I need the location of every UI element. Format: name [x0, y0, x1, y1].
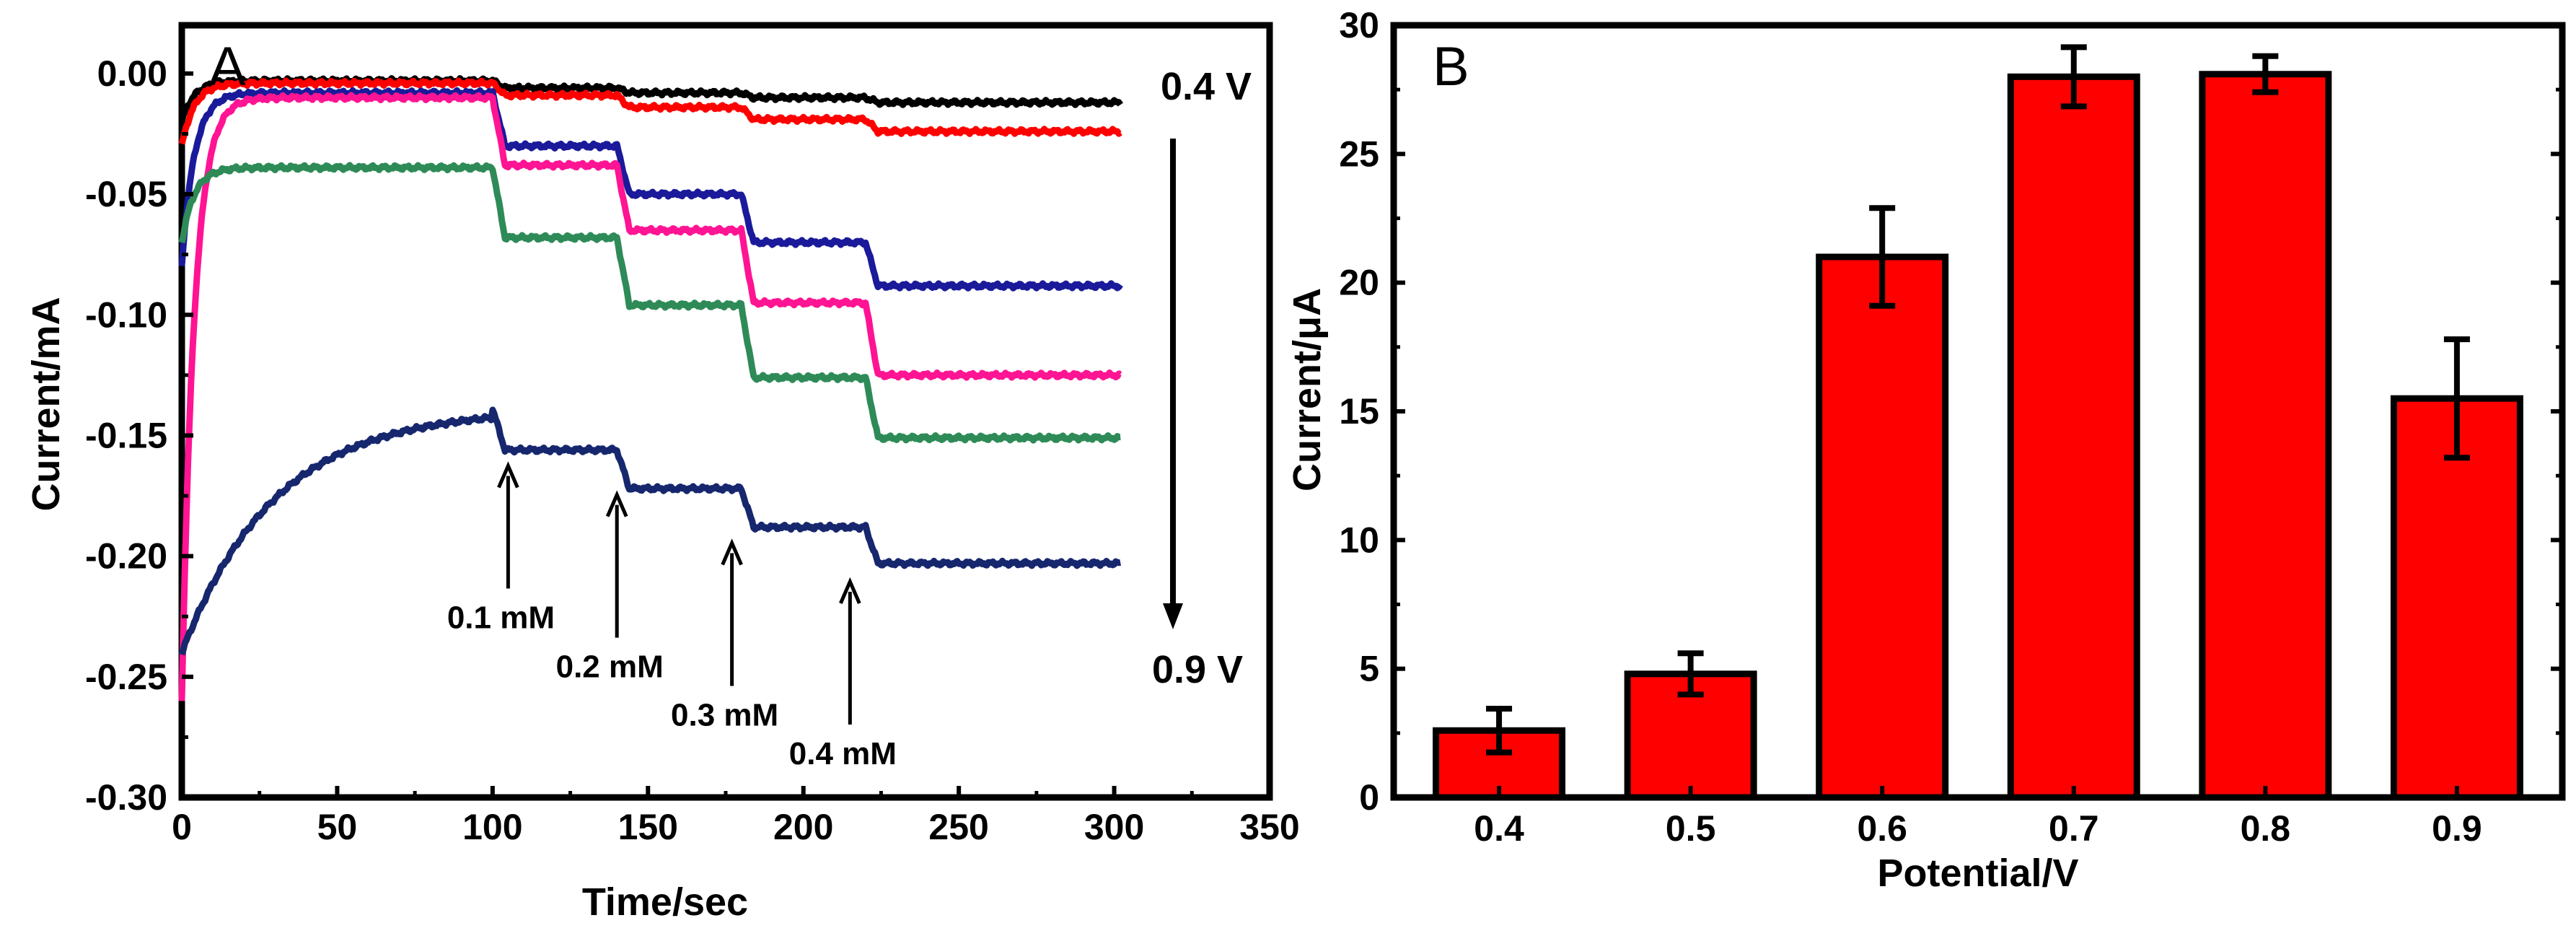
- panel-a-x-axis-title: Time/sec: [582, 880, 748, 924]
- x-tick-label: 100: [462, 807, 522, 847]
- panel-b-chart: 0.4 0.5 0.6 0.7 0.8 0.9 0 5 10 15 20 25 30 B Potenti…: [1285, 5, 2566, 895]
- series-line-08V: [178, 162, 1122, 444]
- y-tick-label: -0.20: [85, 536, 167, 577]
- panel-a-series-group: [178, 75, 1123, 701]
- concentration-label: 0.4 mM: [789, 736, 897, 771]
- y-tick-label: 0.00: [97, 53, 167, 94]
- category-label: 0.4: [1474, 808, 1524, 849]
- panel-b-ticks: 0.4 0.5 0.6 0.7 0.8 0.9 0 5 10 15 20 25 30: [1339, 5, 2562, 849]
- concentration-label: 0.1 mM: [447, 600, 555, 636]
- y-tick-label: 30: [1339, 5, 1379, 45]
- category-label: 0.7: [2049, 808, 2099, 849]
- x-tick-label: 50: [317, 807, 358, 847]
- x-tick-label: 350: [1239, 807, 1299, 847]
- series-line-06V: [178, 87, 1123, 292]
- y-tick-label: -0.15: [85, 415, 167, 455]
- potential-top-label: 0.4 V: [1161, 65, 1252, 108]
- series-line-07V: [178, 92, 1122, 701]
- concentration-arrowhead: [721, 538, 743, 566]
- panel-b-bars-group: [1433, 44, 2523, 801]
- y-tick-label: -0.30: [85, 777, 167, 818]
- x-tick-label: 200: [773, 807, 833, 847]
- panel-a-arrows: 0.1 mM0.2 mM0.3 mM 0.4 mM: [447, 461, 897, 771]
- panel-b-y-axis-title: Current/μA: [1285, 288, 1329, 491]
- potential-bottom-label: 0.9 V: [1152, 648, 1243, 691]
- y-tick-label: 20: [1339, 263, 1379, 303]
- concentration-arrowhead: [497, 461, 519, 489]
- panel-a-label: A: [209, 36, 246, 97]
- y-tick-label: 15: [1339, 391, 1379, 432]
- y-tick-label: 10: [1339, 520, 1379, 560]
- x-tick-label: 250: [928, 807, 988, 847]
- y-tick-label: -0.10: [85, 294, 167, 335]
- potential-direction-arrowhead: [1163, 603, 1183, 629]
- concentration-arrowhead: [839, 577, 861, 604]
- bar-0.8: [2199, 71, 2332, 801]
- x-tick-label: 0: [172, 807, 192, 847]
- category-label: 0.6: [1857, 808, 1907, 849]
- y-tick-label: -0.05: [85, 174, 167, 214]
- concentration-label: 0.2 mM: [556, 649, 664, 685]
- panel-a-frame: [178, 22, 1273, 801]
- category-label: 0.8: [2241, 808, 2291, 849]
- panel-a-chart: 0 50 100 150 200 250 300 350 0.00 -0.05 -0.10 -0.15…: [25, 22, 1300, 924]
- panel-b-label: B: [1433, 36, 1469, 97]
- series-line-05V: [178, 77, 1122, 145]
- panel-a-y-axis-title: Current/mA: [25, 297, 68, 511]
- x-tick-label: 300: [1084, 807, 1144, 847]
- concentration-arrowhead: [605, 490, 628, 517]
- x-tick-label: 150: [618, 807, 678, 847]
- bar-0.7: [2007, 73, 2140, 801]
- category-label: 0.9: [2432, 808, 2482, 849]
- panel-a-ticks: 0 50 100 150 200 250 300 350 0.00 -0.05 -0.10 -0.15…: [85, 53, 1300, 847]
- panel-b-frame: [1390, 22, 2566, 801]
- y-tick-label: -0.25: [85, 657, 167, 697]
- panel-b-x-axis-title: Potential/V: [1877, 852, 2078, 895]
- concentration-label: 0.3 mM: [671, 698, 778, 733]
- y-tick-label: 25: [1339, 134, 1379, 174]
- y-tick-label: 0: [1359, 777, 1379, 818]
- bar-0.6: [1816, 253, 1949, 801]
- category-label: 0.5: [1666, 808, 1716, 849]
- series-line-09V: [178, 406, 1122, 656]
- y-tick-label: 5: [1359, 649, 1379, 689]
